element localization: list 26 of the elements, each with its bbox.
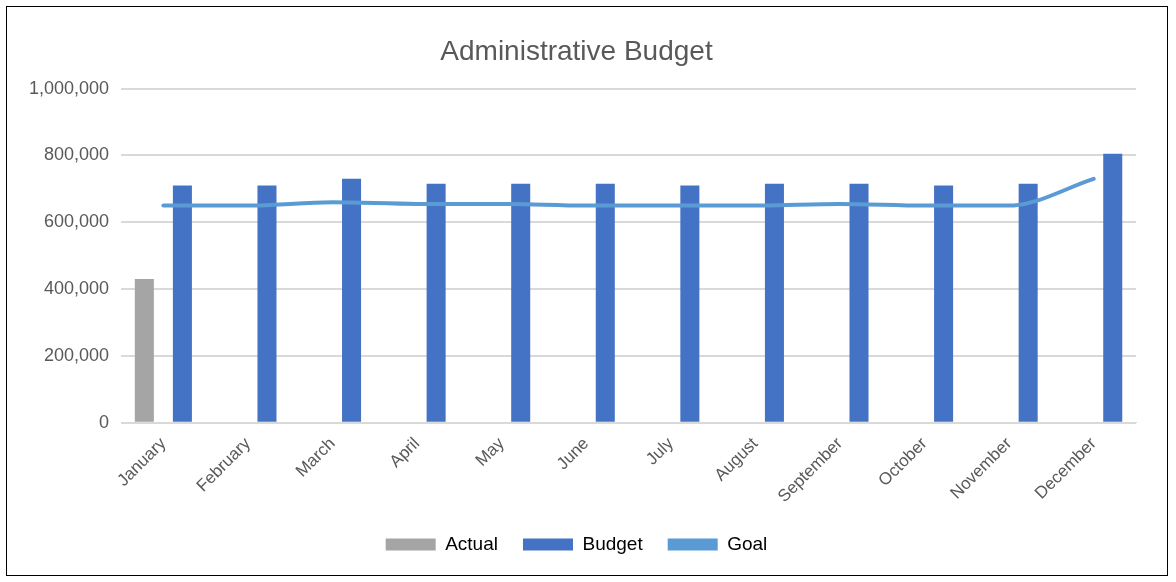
bar [764,183,784,422]
line-series [161,176,1096,208]
y-tick-label: 200,000 [44,344,110,365]
bar [1018,183,1038,422]
bar [595,183,615,422]
x-tick-label: July [642,433,678,469]
y-tick-label: 600,000 [44,211,110,232]
x-tick-label: May [471,433,509,470]
legend-label: Goal [727,532,768,554]
legend-label: Budget [582,532,644,554]
bar [849,183,869,422]
bar [342,178,362,422]
y-tick-label: 0 [99,411,110,432]
bar [257,185,277,422]
y-tick-label: 1,000,000 [29,77,110,98]
legend-label: Actual [445,532,498,554]
bar [1103,153,1123,422]
chart-title: Administrative Budget [440,34,713,66]
bar [680,185,700,422]
bar [134,279,154,422]
y-tick-label: 800,000 [44,144,110,165]
bar [172,185,192,422]
y-tick-label: 400,000 [44,278,110,299]
bar [934,185,954,422]
bar [511,183,531,422]
bar [426,183,446,422]
